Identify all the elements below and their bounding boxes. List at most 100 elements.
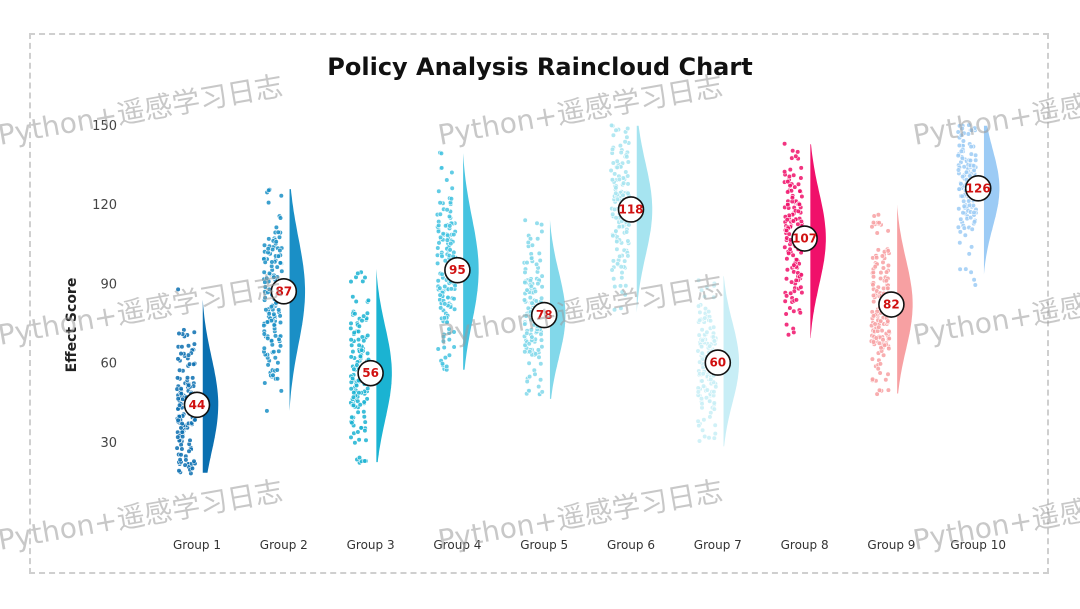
rain-point — [267, 237, 272, 242]
rain-point — [785, 190, 790, 195]
rain-point — [707, 344, 712, 349]
rain-point — [615, 239, 620, 244]
rain-point — [783, 299, 788, 304]
rain-point — [537, 251, 542, 256]
rain-point — [440, 362, 445, 367]
watermark-text: Python+遥感学习日志 — [0, 474, 285, 557]
rain-point — [538, 258, 543, 263]
watermark-text: Python+遥感学习日志 — [910, 269, 1080, 352]
rain-point — [354, 383, 359, 388]
rain-point — [448, 224, 453, 229]
rain-point — [959, 217, 964, 222]
rain-point — [523, 218, 528, 223]
rain-point — [175, 446, 180, 451]
rain-point — [624, 230, 629, 235]
rain-point — [179, 453, 184, 458]
rain-point — [357, 455, 362, 460]
rain-point — [357, 324, 362, 329]
rain-point — [177, 469, 182, 474]
rain-point — [788, 306, 793, 311]
rain-point — [625, 135, 630, 140]
rain-point — [178, 457, 183, 462]
rain-point — [697, 439, 702, 444]
rain-point — [450, 170, 455, 175]
rain-point — [180, 434, 185, 439]
rain-point — [709, 377, 714, 382]
rain-point — [877, 341, 882, 346]
rain-point — [349, 435, 354, 440]
rain-point — [886, 286, 891, 291]
rain-point — [972, 210, 977, 215]
rain-point — [445, 238, 450, 243]
rain-point — [876, 366, 881, 371]
rain-point — [609, 168, 614, 173]
rain-point — [265, 320, 270, 325]
watermark-text: Python+遥感学习日志 — [0, 269, 285, 352]
rain-point — [271, 373, 276, 378]
rain-point — [192, 342, 197, 347]
x-axis-labels: Group 1 Group 2 Group 3 Group 4 Group 5 Group… — [173, 538, 1006, 552]
rain-point — [449, 287, 454, 292]
rain-point — [278, 261, 283, 266]
x-tick-label: Group 7 — [694, 538, 742, 552]
mean-label: 82 — [883, 298, 900, 312]
watermark-text: Python+遥感学习日志 — [0, 69, 285, 152]
rain-point — [699, 344, 704, 349]
rain-point — [876, 248, 881, 253]
rain-point — [610, 178, 615, 183]
rain-point — [611, 276, 616, 281]
rain-point — [700, 379, 705, 384]
rain-point — [452, 297, 457, 302]
rain-point — [786, 332, 791, 337]
rain-point — [264, 308, 269, 313]
rain-point — [956, 153, 961, 158]
rain-point — [871, 299, 876, 304]
rain-point — [713, 431, 718, 436]
rain-point — [612, 172, 617, 177]
x-tick-label: Group 9 — [867, 538, 915, 552]
rain-point — [278, 344, 283, 349]
rain-point — [363, 428, 368, 433]
rain-point — [278, 216, 283, 221]
rain-point — [176, 396, 181, 401]
rain-point — [696, 390, 701, 395]
rain-point — [618, 143, 623, 148]
rain-point — [275, 377, 280, 382]
rain-point — [349, 337, 354, 342]
rain-point — [797, 202, 802, 207]
x-tick-label: Group 8 — [781, 538, 829, 552]
rain-point — [871, 274, 876, 279]
rain-point — [873, 265, 878, 270]
rain-point — [626, 191, 631, 196]
rain-point — [790, 195, 795, 200]
rain-point — [447, 214, 452, 219]
rain-point — [617, 177, 622, 182]
rain-point — [272, 312, 277, 317]
rain-point — [700, 328, 705, 333]
rain-point — [183, 463, 188, 468]
rain-point — [956, 168, 961, 173]
rain-point — [876, 212, 881, 217]
rain-point — [611, 259, 616, 264]
rain-point — [272, 323, 277, 328]
rain-point — [450, 186, 455, 191]
rain-point — [884, 270, 889, 275]
rain-point — [697, 318, 702, 323]
rain-point — [438, 286, 443, 291]
rain-point — [799, 273, 804, 278]
rain-point — [186, 353, 191, 358]
rain-point — [438, 201, 443, 206]
group-10 — [956, 123, 1000, 289]
rain-point — [784, 294, 789, 299]
rain-point — [971, 163, 976, 168]
rain-point — [272, 350, 277, 355]
rain-point — [609, 123, 614, 128]
rain-point — [179, 351, 184, 356]
rain-point — [626, 160, 631, 165]
rain-point — [700, 351, 705, 356]
rain-point — [878, 362, 883, 367]
rain-point — [527, 361, 532, 366]
rain-point — [535, 221, 540, 226]
rain-point — [190, 376, 195, 381]
rain-point — [800, 290, 805, 295]
